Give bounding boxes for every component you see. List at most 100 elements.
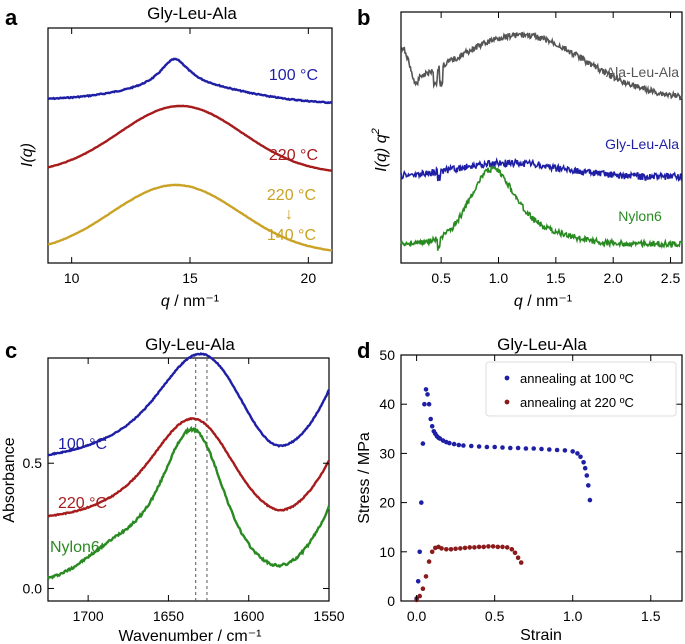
- panel-c: c Gly-Leu-Ala 1700 1650 1600 1550 0.0 0.5 10…: [1, 335, 345, 644]
- panel-b-ylabel: I(q) q2: [370, 128, 390, 171]
- y-tick-label: 20: [379, 495, 395, 511]
- data-point-series-1: [417, 593, 423, 599]
- y-tick-label: 30: [379, 445, 395, 461]
- data-point-series-0: [484, 444, 490, 450]
- panel-a: a Gly-Leu-Ala 10 15 20 100 °C 220 °C 220 °…: [5, 4, 333, 310]
- panel-c-x-ticks: 1700 1650 1600 1550: [73, 358, 345, 624]
- panel-d-title: Gly-Leu-Ala: [497, 335, 587, 354]
- data-point-series-0: [456, 442, 462, 448]
- panel-a-xlabel-var: q: [161, 293, 170, 310]
- data-point-series-1: [481, 544, 487, 550]
- x-tick-label: 1550: [313, 608, 344, 624]
- data-point-series-1: [476, 544, 482, 550]
- panel-b-series: [400, 31, 683, 251]
- x-tick-label: 0.0: [407, 608, 427, 624]
- series-label-220c-140c-line2: 140 °C: [267, 227, 316, 244]
- panel-d-points: [414, 387, 593, 603]
- x-tick-label: 0.5: [431, 270, 451, 286]
- data-point-series-0: [461, 443, 466, 448]
- series-label-220c-140c-line1: 220 °C: [267, 187, 316, 204]
- data-point-series-1: [504, 545, 510, 550]
- data-point-series-0: [469, 443, 474, 449]
- panel-c-ylabel: Absorbance: [1, 437, 18, 522]
- panel-a-x-ticks: 10 15 20: [64, 28, 316, 286]
- data-point-series-0: [578, 454, 583, 460]
- data-point-series-1: [518, 560, 524, 565]
- legend-box: [485, 361, 677, 417]
- data-point-series-0: [508, 445, 513, 451]
- data-point-series-1: [472, 545, 477, 550]
- data-point-series-1: [444, 547, 449, 552]
- panel-d-xlabel: Strain: [520, 627, 562, 644]
- panel-c-title: Gly-Leu-Ala: [145, 335, 235, 354]
- data-point-series-0: [415, 579, 421, 584]
- data-point-series-1: [515, 555, 521, 560]
- x-tick-label: 2.5: [661, 270, 681, 286]
- data-point-series-0: [426, 401, 432, 407]
- panel-c-series: [46, 352, 331, 580]
- x-tick-label: 1.5: [546, 270, 566, 286]
- data-point-series-1: [486, 544, 491, 549]
- data-point-series-0: [539, 446, 544, 452]
- panel-c-xlabel: Wavenumber / cm⁻¹: [119, 628, 262, 644]
- data-point-series-0: [587, 497, 593, 503]
- x-tick-label: 1.0: [563, 608, 583, 624]
- panel-d-legend: annealing at 100 ºC annealing at 220 ºC: [485, 361, 677, 417]
- data-point-series-0: [582, 465, 588, 471]
- panel-b-ylabel-var: I(q) q: [373, 134, 390, 171]
- data-point-series-0: [420, 441, 426, 446]
- panel-a-ylabel: I(q): [19, 143, 36, 167]
- data-point-series-1: [429, 549, 435, 555]
- x-tick-label: 1.5: [641, 608, 661, 624]
- data-point-series-0: [575, 451, 580, 456]
- series-label-arrow: ↓: [285, 206, 293, 223]
- series-line-220c: [47, 416, 331, 518]
- series-label-220c: 220 °C: [58, 495, 107, 512]
- data-point-series-1: [426, 559, 432, 564]
- data-point-series-0: [500, 445, 505, 450]
- data-point-series-0: [417, 549, 423, 555]
- data-point-series-0: [492, 444, 498, 450]
- data-point-series-1: [500, 544, 505, 550]
- legend-label-100c: annealing at 100 ºC: [520, 371, 634, 386]
- series-label-220c: 220 °C: [269, 147, 318, 164]
- y-tick-label: 0: [387, 593, 395, 609]
- panel-d-frame: [400, 354, 683, 602]
- data-point-series-1: [462, 545, 468, 551]
- series-label-nylon6: Nylon6: [618, 208, 662, 224]
- data-point-series-0: [451, 441, 457, 447]
- data-point-series-0: [584, 473, 590, 478]
- data-point-series-0: [422, 401, 427, 407]
- data-point-series-0: [515, 445, 521, 451]
- y-tick-label: 10: [379, 544, 395, 560]
- panel-d-x-ticks: 0.0 0.5 1.0 1.5: [407, 355, 661, 624]
- data-point-series-1: [458, 546, 463, 551]
- data-point-series-1: [490, 544, 496, 549]
- panel-c-reference-lines: [195, 358, 208, 601]
- y-tick-label: 40: [379, 396, 395, 412]
- series-line-nylon6: [46, 425, 331, 580]
- data-point-series-0: [425, 392, 430, 397]
- data-point-series-0: [586, 483, 591, 488]
- x-tick-label: 1.0: [489, 270, 509, 286]
- data-point-series-1: [495, 544, 501, 550]
- data-point-series-1: [448, 547, 454, 552]
- data-point-series-1: [453, 546, 458, 552]
- x-tick-label: 20: [301, 270, 317, 286]
- data-point-series-0: [429, 424, 435, 429]
- panel-letter-d: d: [357, 338, 370, 363]
- panel-b-frame: [400, 11, 683, 264]
- data-point-series-1: [423, 574, 429, 579]
- data-point-series-1: [439, 546, 444, 551]
- data-point-series-0: [547, 447, 552, 452]
- panel-d-y-ticks: 0 10 20 30 40 50: [379, 347, 682, 609]
- panel-d-ylabel: Stress / MPa: [356, 432, 373, 524]
- series-line-nylon6: [400, 165, 683, 251]
- data-point-series-0: [531, 446, 536, 451]
- series-line-220c: [47, 104, 333, 172]
- series-label-100c: 100 °C: [58, 436, 107, 453]
- panel-b-xlabel-unit: / nm⁻¹: [523, 293, 572, 310]
- panel-b-ylabel-sup: 2: [370, 128, 382, 135]
- x-tick-label: 0.5: [485, 608, 505, 624]
